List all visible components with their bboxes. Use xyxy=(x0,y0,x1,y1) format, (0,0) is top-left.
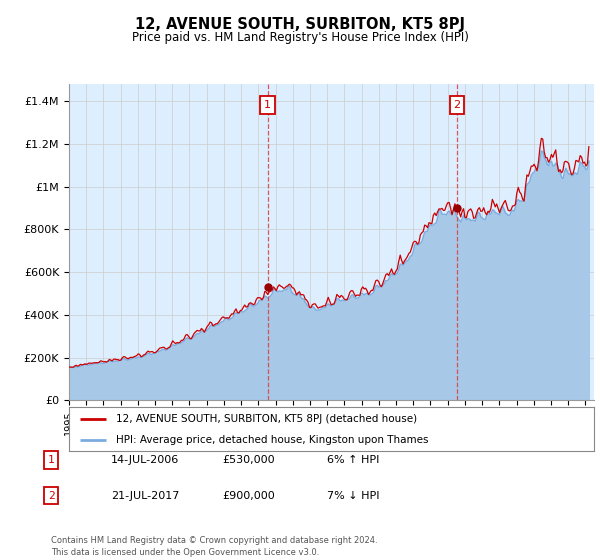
Text: £530,000: £530,000 xyxy=(222,455,275,465)
Text: £900,000: £900,000 xyxy=(222,491,275,501)
Text: 2: 2 xyxy=(47,491,55,501)
Text: 1: 1 xyxy=(47,455,55,465)
Text: 7% ↓ HPI: 7% ↓ HPI xyxy=(327,491,380,501)
Text: 12, AVENUE SOUTH, SURBITON, KT5 8PJ (detached house): 12, AVENUE SOUTH, SURBITON, KT5 8PJ (det… xyxy=(116,414,418,424)
Text: 6% ↑ HPI: 6% ↑ HPI xyxy=(327,455,379,465)
Text: 12, AVENUE SOUTH, SURBITON, KT5 8PJ: 12, AVENUE SOUTH, SURBITON, KT5 8PJ xyxy=(135,17,465,32)
Text: 14-JUL-2006: 14-JUL-2006 xyxy=(111,455,179,465)
Text: HPI: Average price, detached house, Kingston upon Thames: HPI: Average price, detached house, King… xyxy=(116,435,429,445)
Text: 2: 2 xyxy=(454,100,461,110)
Text: Contains HM Land Registry data © Crown copyright and database right 2024.
This d: Contains HM Land Registry data © Crown c… xyxy=(51,536,377,557)
Text: 1: 1 xyxy=(264,100,271,110)
Text: Price paid vs. HM Land Registry's House Price Index (HPI): Price paid vs. HM Land Registry's House … xyxy=(131,31,469,44)
Text: 21-JUL-2017: 21-JUL-2017 xyxy=(111,491,179,501)
